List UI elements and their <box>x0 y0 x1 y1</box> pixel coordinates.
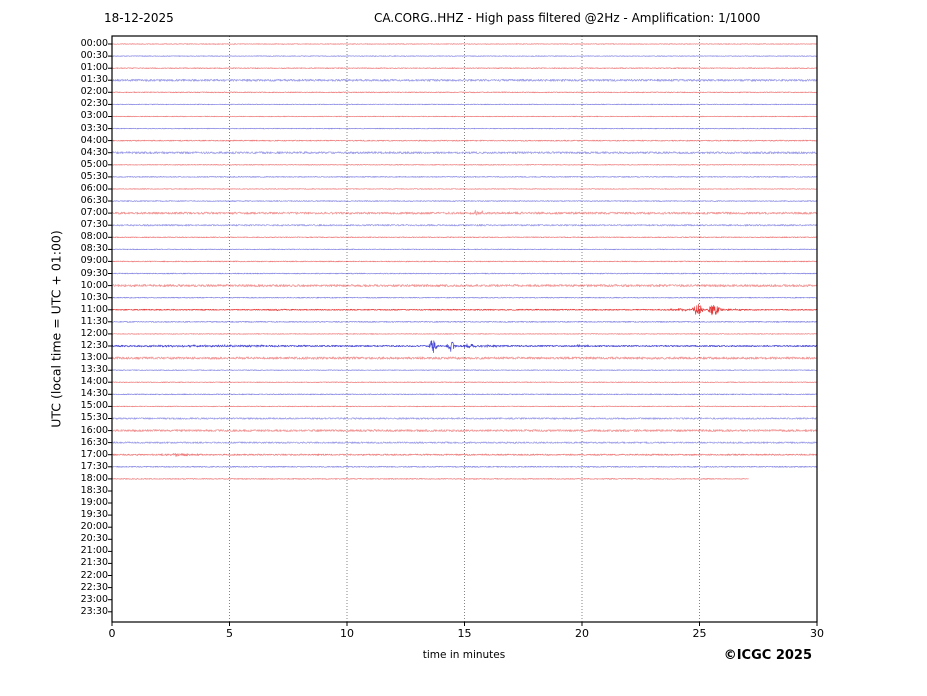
x-tick-label: 25 <box>692 627 707 640</box>
trace-row-1630 <box>111 441 817 444</box>
x-tick-label: 5 <box>226 627 233 640</box>
trace-row-1200 <box>111 333 817 335</box>
y-tick-label: 21:30 <box>80 557 108 569</box>
y-tick-label: 11:00 <box>80 303 108 315</box>
trace-row-0630 <box>111 200 817 202</box>
trace-row-0100 <box>112 67 817 69</box>
y-tick-label: 08:30 <box>80 243 108 255</box>
trace-row-1230 <box>111 340 817 354</box>
y-tick-label: 22:00 <box>80 569 108 581</box>
y-tick-label: 23:00 <box>80 593 108 605</box>
x-tick-label: 30 <box>810 627 824 640</box>
y-tick-label: 20:30 <box>80 533 108 545</box>
y-tick-label: 09:30 <box>80 267 108 279</box>
y-tick-label: 02:30 <box>80 98 108 110</box>
trace-row-0430 <box>111 151 817 155</box>
y-tick-label: 00:30 <box>80 50 108 62</box>
trace-row-0200 <box>111 91 817 94</box>
y-tick-label: 18:30 <box>80 484 108 496</box>
trace-row-0830 <box>111 248 817 251</box>
trace-row-0800 <box>111 236 817 239</box>
y-tick-label: 23:30 <box>80 605 108 617</box>
y-tick-label: 12:30 <box>80 340 108 351</box>
trace-row-1530 <box>111 417 817 420</box>
trace-row-1700 <box>111 452 817 457</box>
y-tick-label: 14:00 <box>80 376 108 388</box>
y-tick-label: 15:00 <box>80 400 108 412</box>
y-tick-label: 14:30 <box>80 388 108 400</box>
trace-row-0500 <box>111 164 817 166</box>
y-tick-label: 00:00 <box>80 38 108 49</box>
trace-row-1300 <box>111 356 817 360</box>
trace-row-1000 <box>111 284 817 288</box>
y-tick-label: 15:30 <box>80 412 108 424</box>
y-tick-label: 11:30 <box>80 315 108 327</box>
trace-row-1030 <box>111 296 817 299</box>
y-tick-label: 09:00 <box>80 255 108 267</box>
y-tick-label: 05:00 <box>80 158 108 170</box>
x-axis-label: time in minutes <box>422 649 506 661</box>
y-tick-label: 07:00 <box>80 207 108 219</box>
trace-row-0130 <box>111 78 817 82</box>
y-tick-label: 17:00 <box>80 448 108 460</box>
trace-row-0700 <box>111 209 817 216</box>
y-tick-label: 19:00 <box>80 497 108 509</box>
y-tick-label: 07:30 <box>80 219 108 231</box>
y-tick-label: 06:00 <box>80 182 108 194</box>
y-tick-label: 19:30 <box>80 509 108 521</box>
trace-row-1330 <box>112 369 817 371</box>
trace-row-1600 <box>111 429 817 432</box>
trace-row-0400 <box>111 139 817 142</box>
trace-row-1500 <box>111 405 817 408</box>
y-tick-label: 02:00 <box>80 86 108 98</box>
x-tick-label: 0 <box>108 627 116 640</box>
y-tick-label: 06:30 <box>80 195 108 207</box>
y-tick-label: 10:00 <box>80 279 108 291</box>
trace-row-1730 <box>111 465 817 468</box>
trace-row-1430 <box>111 393 817 396</box>
trace-row-1400 <box>111 381 817 383</box>
y-tick-label: 21:00 <box>80 545 108 557</box>
trace-row-0300 <box>111 115 817 118</box>
y-tick-label: 16:00 <box>80 424 108 436</box>
y-tick-label: 17:30 <box>80 460 108 472</box>
y-tick-label: 05:30 <box>80 170 108 182</box>
trace-row-0230 <box>111 103 817 106</box>
x-tick-label: 15 <box>457 627 472 640</box>
y-tick-label: 20:00 <box>80 521 108 533</box>
x-tick-label: 10 <box>340 627 354 640</box>
trace-row-0530 <box>111 176 817 178</box>
y-tick-label: 16:30 <box>80 436 108 448</box>
x-tick-label: 20 <box>575 627 589 640</box>
y-tick-label: 22:30 <box>80 581 108 593</box>
y-tick-label: 01:00 <box>80 62 108 74</box>
copyright-label: ©ICGC 2025 <box>723 648 812 663</box>
y-tick-label: 01:30 <box>80 74 108 86</box>
y-tick-label: 12:00 <box>80 327 108 339</box>
trace-row-0730 <box>111 224 817 227</box>
trace-row-0600 <box>111 188 817 190</box>
trace-row-0900 <box>112 260 817 263</box>
trace-row-1100 <box>111 303 817 316</box>
trace-row-0930 <box>111 272 817 275</box>
y-tick-label: 03:30 <box>80 122 108 134</box>
y-tick-label: 04:00 <box>80 134 108 146</box>
y-tick-label: 03:00 <box>80 110 108 122</box>
y-tick-label: 10:30 <box>80 291 108 303</box>
y-tick-label: 13:30 <box>80 364 108 376</box>
y-tick-label: 08:00 <box>80 231 108 243</box>
date-label: 18-12-2025 <box>104 11 174 25</box>
trace-row-0030 <box>111 55 817 57</box>
trace-row-0330 <box>111 127 817 130</box>
trace-row-1130 <box>111 320 817 323</box>
y-tick-label: 18:00 <box>80 472 108 484</box>
y-tick-label: 04:30 <box>80 146 108 158</box>
trace-row-1800 <box>111 478 749 480</box>
trace-row-0000 <box>111 43 817 45</box>
y-tick-label: 13:00 <box>80 352 108 364</box>
plot-title: CA.CORG..HHZ - High pass filtered @2Hz -… <box>374 11 761 25</box>
